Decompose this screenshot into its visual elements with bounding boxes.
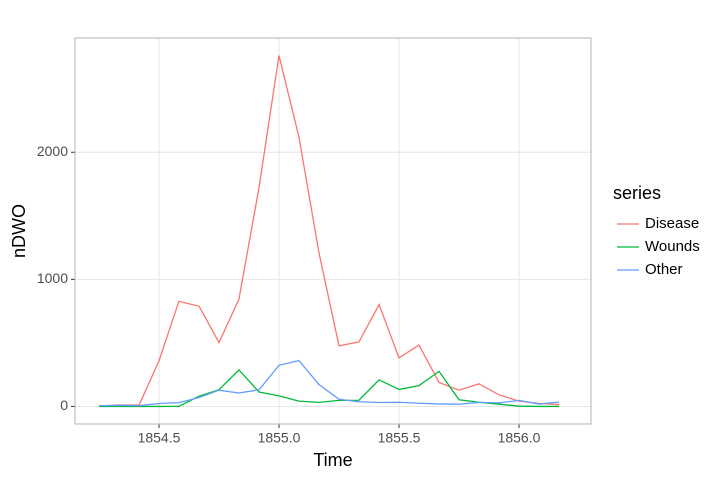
x-tick-label: 1856.0 xyxy=(498,430,541,446)
legend-label: Disease xyxy=(645,215,699,232)
y-tick-label: 0 xyxy=(60,397,68,413)
panel-border xyxy=(74,37,592,425)
legend-label: Wounds xyxy=(645,238,700,255)
y-tick-label: 1000 xyxy=(37,270,68,286)
series-line xyxy=(98,359,560,407)
x-axis-title: Time xyxy=(313,450,352,470)
series-line xyxy=(98,55,560,407)
legend-label: Other xyxy=(645,261,683,278)
legend-title: series xyxy=(613,183,661,203)
x-tick-label: 1854.5 xyxy=(138,430,181,446)
x-tick-label: 1855.5 xyxy=(378,430,421,446)
y-axis-title: nDWO xyxy=(9,204,29,258)
x-tick-label: 1855.0 xyxy=(258,430,301,446)
y-tick-label: 2000 xyxy=(37,143,68,159)
